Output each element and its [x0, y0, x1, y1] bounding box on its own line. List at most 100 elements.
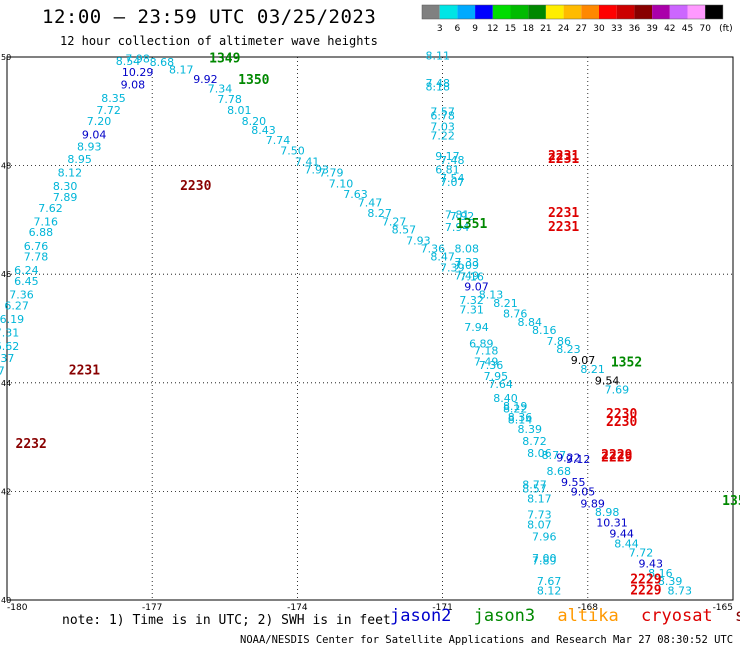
wave-height-point: 8.12 [537, 585, 562, 598]
wave-height-point: 8.27 [367, 207, 392, 220]
pass-label: 2229 [630, 584, 661, 599]
wave-height-point: 8.73 [668, 585, 693, 598]
wave-height-point: 7.72 [96, 104, 121, 117]
wave-height-point: 7.94 [445, 221, 470, 234]
wave-height-point: 6.88 [29, 226, 54, 239]
pass-label: 2230 [606, 407, 637, 422]
wave-height-point: 6.37 [0, 352, 14, 365]
x-tick-label: -174 [287, 603, 308, 613]
wave-height-point: 6.19 [0, 313, 24, 326]
y-tick-label: 50 [1, 53, 11, 62]
wave-height-point: 9.07 [571, 354, 596, 367]
wave-height-point: 7.36 [479, 359, 504, 372]
pass-label: 2229 [601, 451, 632, 466]
wave-height-point: 6.45 [14, 275, 39, 288]
legend-swatch [581, 5, 599, 19]
pass-label: 2229 [601, 448, 632, 463]
satellite-altika: altika [557, 606, 619, 626]
pass-label: 2231 [548, 220, 579, 235]
legend-swatch [475, 5, 493, 19]
x-tick-label: -171 [432, 603, 452, 613]
legend-level-label: 18 [522, 24, 534, 34]
wave-height-point: 8.08 [455, 242, 480, 255]
legend-level-label: 9 [472, 24, 478, 34]
legend-unit: (ft) [719, 24, 733, 34]
pass-label: 2230 [180, 179, 211, 194]
wave-height-point: 8.14 [508, 414, 533, 427]
legend-swatch [669, 5, 688, 19]
legend-level-label: 39 [646, 24, 658, 34]
wave-height-point: 9.12 [566, 453, 591, 466]
wave-height-point: 8.43 [251, 124, 276, 137]
wave-height-point: 8.01 [227, 104, 252, 117]
wave-height-point: 7.74 [266, 134, 291, 147]
wave-height-point: 8.16 [532, 324, 557, 337]
wave-height-point: 8.84 [517, 316, 542, 329]
legend-swatch [563, 5, 582, 19]
wave-height-point: 9.17 [435, 150, 460, 163]
x-tick-label: -168 [578, 603, 599, 613]
wave-height-point: 8.21 [493, 297, 518, 310]
wave-height-point: 8.18 [426, 81, 451, 94]
legend-level-label: 45 [682, 24, 693, 34]
x-tick-label: -177 [142, 603, 162, 613]
pass-label: 2231 [548, 149, 579, 164]
legend-level-label: 36 [629, 24, 641, 34]
legend-level-label: 3 [437, 24, 443, 34]
legend-swatch [545, 5, 564, 19]
wave-height-point: 8.39 [658, 575, 683, 588]
wave-height-point: 7.48 [440, 154, 465, 167]
wave-height-point: 7.81 [445, 208, 470, 221]
pass-label: 2229 [630, 573, 661, 588]
wave-height-point: 9.04 [82, 128, 107, 141]
pass-label: 1351 [456, 217, 487, 232]
x-tick-label: -165 [713, 603, 733, 613]
wave-height-point: 8.23 [556, 343, 581, 356]
legend-level-label: 12 [487, 24, 498, 34]
legend-level-label: 15 [505, 24, 516, 34]
credit-line: NOAA/NESDIS Center for Satellite Applica… [240, 634, 740, 646]
wave-height-point: 8.30 [53, 180, 78, 193]
wave-height-point: 9.08 [121, 78, 146, 91]
wave-height-point: 7.67 [537, 575, 562, 588]
wave-height-point: 8.54 [116, 55, 141, 68]
pass-label: 1353 [722, 494, 740, 509]
wave-height-point: 8.68 [547, 465, 572, 478]
legend-swatch [634, 5, 653, 19]
wave-height-point: 9.22 [556, 452, 581, 465]
color-scale-legend: 3 6 9 12 15 18 21 24 27 30 33 36 39 42 45 70 (ft) [421, 4, 733, 34]
chart-subtitle: 12 hour collection of altimeter wave hei… [60, 34, 378, 48]
legend-swatch [687, 5, 706, 19]
wave-height-point: 8.17 [527, 492, 552, 505]
wave-height-point: 8.17 [169, 63, 194, 76]
wave-height-point: 7.03 [430, 120, 455, 133]
wave-height-point: 8.21 [580, 363, 605, 376]
wave-height-point: 8.39 [517, 423, 542, 436]
wave-height-point: 8.07 [527, 518, 552, 531]
satellite-legend: jason2 jason3 altika cryosat s3a [390, 606, 740, 626]
wave-height-point: 7.31 [0, 327, 19, 340]
wave-height-point: 6.24 [14, 264, 39, 277]
wave-height-point: 7.20 [87, 115, 112, 128]
wave-height-point: 10.31 [596, 517, 628, 530]
wave-height-point: 8.98 [595, 506, 620, 519]
wave-height-point: 8.40 [493, 392, 518, 405]
wave-height-point: 7.92 [450, 210, 475, 223]
legend-level-label: 42 [664, 24, 675, 34]
wave-height-point: 7.49 [474, 355, 499, 368]
wave-height-point: 9.89 [580, 498, 605, 511]
wave-height-point: 8.20 [242, 115, 267, 128]
wave-height-point: 7.36 [9, 289, 34, 302]
wave-height-point: 7.64 [488, 378, 513, 391]
legend-swatch [652, 5, 670, 19]
pass-label: 1352 [611, 356, 642, 371]
wave-height-point: 7.16 [459, 271, 484, 284]
wave-height-point: 6.89 [469, 338, 494, 351]
wave-height-point: 9.44 [609, 528, 634, 541]
legend-level-label: 70 [699, 24, 711, 34]
chart-title: 12:00 — 23:59 UTC 03/25/2023 [42, 6, 377, 28]
footnote: note: 1) Time is in UTC; 2) SWH is in fe… [62, 613, 391, 628]
legend-swatch [616, 5, 635, 19]
legend-swatch [705, 5, 723, 19]
wave-height-point: 7.16 [33, 215, 58, 228]
